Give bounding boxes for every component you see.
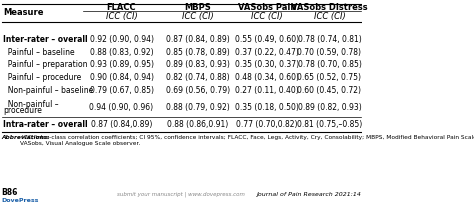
Text: 0.88 (0.83, 0.92): 0.88 (0.83, 0.92) [90,48,154,57]
Text: ICC (CI): ICC (CI) [314,12,346,21]
Text: VASobs Distress: VASobs Distress [291,3,368,12]
Text: 0.70 (0.59, 0.78): 0.70 (0.59, 0.78) [298,48,362,57]
Text: 0.37 (0.22, 0.47): 0.37 (0.22, 0.47) [235,48,299,57]
Text: 0.77 (0.70,0.82): 0.77 (0.70,0.82) [236,120,298,129]
Text: Abbreviations:: Abbreviations: [1,135,50,140]
Text: 0.87 (0.84, 0.89): 0.87 (0.84, 0.89) [166,35,230,44]
Text: B86: B86 [1,188,18,197]
Text: 0.55 (0.49, 0.60): 0.55 (0.49, 0.60) [235,35,299,44]
Text: submit your manuscript | www.dovepress.com: submit your manuscript | www.dovepress.c… [117,192,245,197]
Text: 0.81 (0.75,–0.85): 0.81 (0.75,–0.85) [297,120,362,129]
Text: 0.92 (0.90, 0.94): 0.92 (0.90, 0.94) [90,35,154,44]
Text: Non-painful – baseline: Non-painful – baseline [3,86,93,95]
Text: 0.65 (0.52, 0.75): 0.65 (0.52, 0.75) [298,73,362,82]
Text: ICC (CI): ICC (CI) [106,12,137,21]
Text: Inter-rater – overall: Inter-rater – overall [3,35,88,44]
Text: 0.87 (0.84,0.89): 0.87 (0.84,0.89) [91,120,152,129]
Text: 0.78 (0.74, 0.81): 0.78 (0.74, 0.81) [298,35,361,44]
Text: 0.69 (0.56, 0.79): 0.69 (0.56, 0.79) [166,86,230,95]
Text: 0.79 (0.67, 0.85): 0.79 (0.67, 0.85) [90,86,154,95]
Text: 0.35 (0.30, 0.37): 0.35 (0.30, 0.37) [235,60,299,69]
Text: 0.48 (0.34, 0.60): 0.48 (0.34, 0.60) [235,73,299,82]
Text: MBPS: MBPS [184,3,211,12]
Text: Non-painful –: Non-painful – [3,100,59,109]
Text: 0.88 (0.79, 0.92): 0.88 (0.79, 0.92) [166,103,230,112]
Text: ICC (CI): ICC (CI) [251,12,283,21]
Text: 0.85 (0.78, 0.89): 0.85 (0.78, 0.89) [166,48,230,57]
Text: Painful – procedure: Painful – procedure [3,73,82,82]
Text: Journal of Pain Research 2021:14: Journal of Pain Research 2021:14 [256,192,361,197]
Text: ICC, intra-class correlation coefficients; CI 95%, confidence intervals; FLACC, : ICC, intra-class correlation coefficient… [20,135,474,145]
Text: 0.78 (0.70, 0.85): 0.78 (0.70, 0.85) [298,60,361,69]
Text: 0.35 (0.18, 0.50): 0.35 (0.18, 0.50) [235,103,299,112]
Text: 0.89 (0.82, 0.93): 0.89 (0.82, 0.93) [298,103,361,112]
Text: 0.27 (0.11, 0.40): 0.27 (0.11, 0.40) [235,86,299,95]
Text: Intra-rater – overall: Intra-rater – overall [3,120,88,129]
Text: 0.93 (0.89, 0.95): 0.93 (0.89, 0.95) [90,60,154,69]
Text: ICC (CI): ICC (CI) [182,12,214,21]
Text: DovePress: DovePress [1,198,39,203]
Text: Painful – preparation: Painful – preparation [3,60,88,69]
Text: procedure: procedure [3,106,42,115]
Text: 0.90 (0.84, 0.94): 0.90 (0.84, 0.94) [90,73,154,82]
Text: 0.60 (0.45, 0.72): 0.60 (0.45, 0.72) [298,86,362,95]
Text: FLACC: FLACC [107,3,137,12]
Text: 0.89 (0.83, 0.93): 0.89 (0.83, 0.93) [166,60,230,69]
Text: 0.82 (0.74, 0.88): 0.82 (0.74, 0.88) [166,73,230,82]
Text: 0.94 (0.90, 0.96): 0.94 (0.90, 0.96) [90,103,154,112]
Text: 0.88 (0.86,0.91): 0.88 (0.86,0.91) [167,120,228,129]
Text: Measure: Measure [3,8,44,17]
Text: VASobs Pain: VASobs Pain [237,3,296,12]
Text: Painful – baseline: Painful – baseline [3,48,75,57]
